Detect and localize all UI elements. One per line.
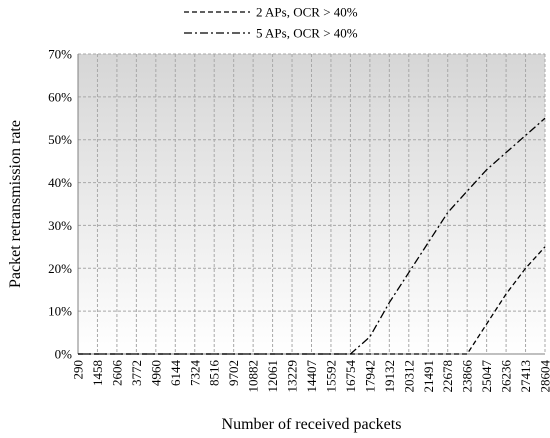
x-tick-label: 19132 xyxy=(382,360,397,393)
y-tick-label: 60% xyxy=(48,89,72,104)
x-tick-label: 12061 xyxy=(265,360,280,393)
x-tick-label: 2606 xyxy=(109,360,124,387)
x-tick-label: 8516 xyxy=(207,360,222,387)
x-tick-label: 26236 xyxy=(499,360,514,393)
y-tick-label: 10% xyxy=(48,304,72,319)
y-tick-label: 50% xyxy=(48,132,72,147)
y-tick-label: 30% xyxy=(48,218,72,233)
x-tick-label: 13229 xyxy=(285,360,300,393)
x-tick-label: 21491 xyxy=(421,360,436,393)
y-tick-label: 20% xyxy=(48,261,72,276)
x-tick-labels: 290 1458 2606 3772 4960 6144 7324 8516 9702 10882… xyxy=(71,360,550,393)
x-tick-label: 6144 xyxy=(168,360,183,387)
grid xyxy=(78,53,546,354)
y-tick-label: 70% xyxy=(48,47,72,62)
x-tick-label: 17942 xyxy=(362,360,377,393)
x-tick-label: 9702 xyxy=(226,360,241,386)
x-tick-label: 1458 xyxy=(90,360,105,386)
x-tick-label: 16754 xyxy=(343,360,358,393)
legend-label-2: 5 APs, OCR > 40% xyxy=(256,26,358,41)
legend: 2 APs, OCR > 40% 5 APs, OCR > 40% xyxy=(184,5,358,41)
x-tick-label: 15592 xyxy=(323,360,338,393)
y-axis-label: Packet retransmission rate xyxy=(7,120,24,288)
x-tick-label: 10882 xyxy=(246,360,261,393)
x-axis-label: Number of received packets xyxy=(222,416,402,433)
y-tick-labels: 0% 10% 20% 30% 40% 50% 60% 70% xyxy=(48,47,72,362)
x-tick-label: 14407 xyxy=(304,360,319,393)
x-tick-label: 4960 xyxy=(148,360,163,386)
y-tick-label: 40% xyxy=(48,175,72,190)
x-tick-label: 22678 xyxy=(440,360,455,393)
x-tick-label: 3772 xyxy=(129,360,144,386)
x-tick-label: 25047 xyxy=(479,360,494,393)
x-tick-label: 7324 xyxy=(187,360,202,387)
series-lines xyxy=(78,117,546,355)
legend-label-1: 2 APs, OCR > 40% xyxy=(256,5,358,20)
series-line-1 xyxy=(78,246,546,355)
x-tick-label: 290 xyxy=(71,360,86,380)
x-tick-label: 28604 xyxy=(538,360,550,393)
x-tick-label: 23866 xyxy=(460,360,475,393)
x-tick-label: 27413 xyxy=(518,360,533,393)
x-tick-label: 20312 xyxy=(401,360,416,393)
y-tick-label: 0% xyxy=(55,347,73,362)
